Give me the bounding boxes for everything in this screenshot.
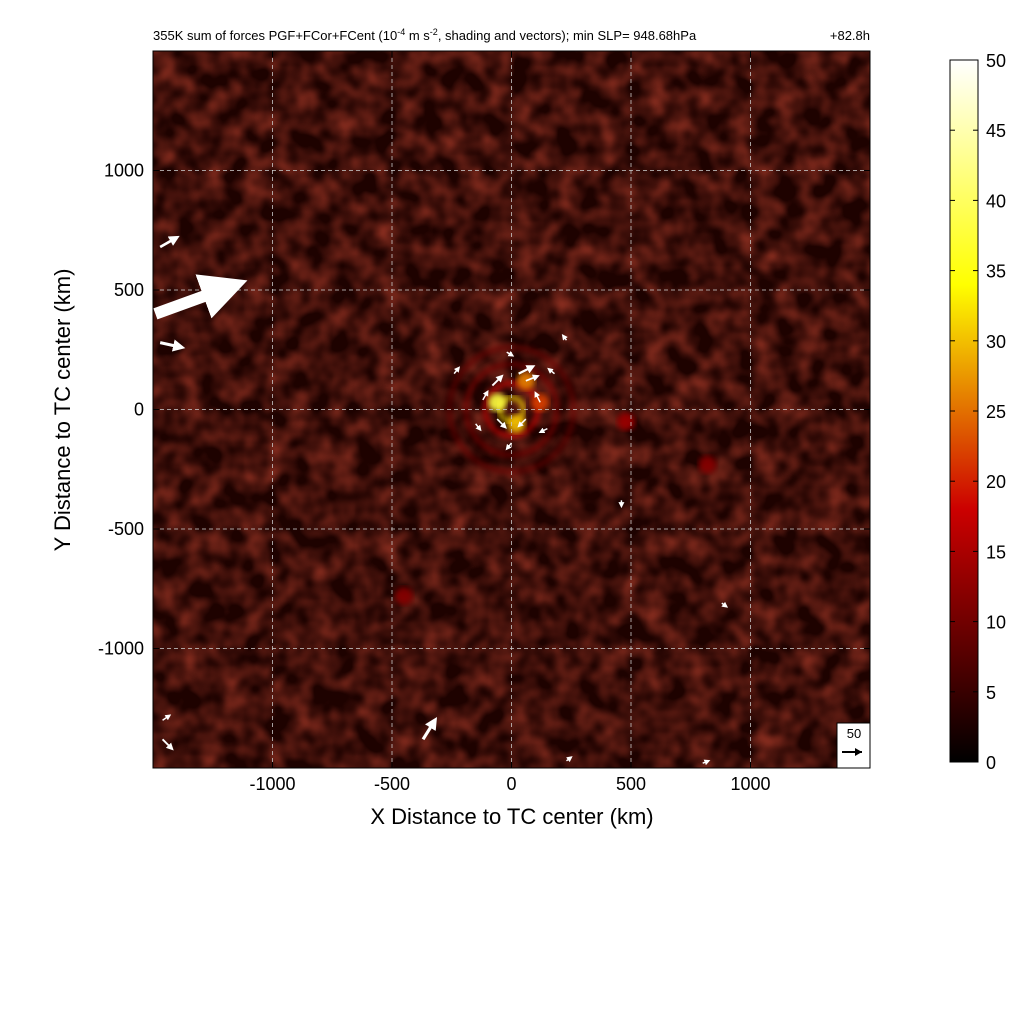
force-vector (421, 717, 438, 741)
colorbar-tick-label: 25 (986, 402, 1006, 422)
force-vector (702, 759, 711, 766)
force-vector (517, 418, 527, 428)
colorbar-tick-label: 50 (986, 51, 1006, 71)
force-vector (475, 423, 482, 432)
force-vector (159, 339, 186, 352)
force-vector (491, 374, 504, 387)
colorbar-tick-label: 0 (986, 753, 996, 773)
x-tick-label: -500 (374, 774, 410, 794)
time-label: +82.8h (830, 28, 870, 43)
hot-spot (488, 393, 507, 412)
grid-lines (153, 51, 870, 768)
colorbar-tick-label: 40 (986, 191, 1006, 211)
y-tick-label: 500 (114, 280, 144, 300)
force-vector (453, 366, 461, 375)
force-vector (506, 350, 515, 357)
y-tick-label: -500 (108, 519, 144, 539)
colorbar-tick-label: 10 (986, 613, 1006, 633)
y-axis-label: Y Distance to TC center (km) (50, 269, 75, 552)
colorbar-tick-label: 45 (986, 121, 1006, 141)
force-vectors (153, 235, 729, 766)
colorbar: 0 5 10 15 20 25 30 35 40 45 50 (949, 51, 1006, 773)
reference-vector-label: 50 (847, 726, 861, 741)
force-vector (525, 374, 540, 382)
y-axis: -1000 -500 0 500 1000 (98, 161, 870, 659)
hot-spot (507, 414, 526, 433)
hot-spot (394, 586, 413, 605)
x-axis-label: X Distance to TC center (km) (370, 804, 653, 829)
force-vector (721, 601, 729, 608)
chart-title: 355K sum of forces PGF+FCor+FCent (10-4 … (153, 27, 697, 43)
force-ring (464, 362, 559, 457)
colorbar-ticks: 0 5 10 15 20 25 30 35 40 45 50 (950, 51, 1006, 773)
force-vector (538, 427, 548, 434)
force-vector (518, 365, 536, 375)
hot-spot (698, 455, 717, 474)
colorbar-tick-label: 30 (986, 332, 1006, 352)
hot-spot (617, 412, 636, 431)
colorbar-tick-label: 15 (986, 542, 1006, 562)
force-vector (496, 418, 507, 429)
x-tick-label: 1000 (730, 774, 770, 794)
force-vector (159, 235, 180, 249)
x-tick-label: -1000 (249, 774, 295, 794)
force-vector (505, 442, 513, 451)
y-tick-label: 0 (134, 400, 144, 420)
reference-vector-box: 50 (836, 722, 870, 768)
force-vector (566, 756, 573, 763)
colorbar-tick-label: 20 (986, 472, 1006, 492)
x-tick-label: 0 (506, 774, 516, 794)
force-vector (482, 390, 489, 401)
colorbar-tick-label: 35 (986, 262, 1006, 282)
force-vector (561, 333, 568, 341)
force-vector (161, 738, 174, 751)
force-vector (153, 274, 248, 320)
colorbar-tick-label: 5 (986, 683, 996, 703)
x-tick-label: 500 (616, 774, 646, 794)
y-tick-label: -1000 (98, 639, 144, 659)
plot-area: 50 (153, 51, 870, 768)
force-vector (162, 714, 172, 721)
force-vector (547, 367, 555, 375)
y-tick-label: 1000 (104, 161, 144, 181)
force-vector (534, 391, 541, 403)
x-axis: -1000 -500 0 500 1000 (249, 51, 771, 794)
